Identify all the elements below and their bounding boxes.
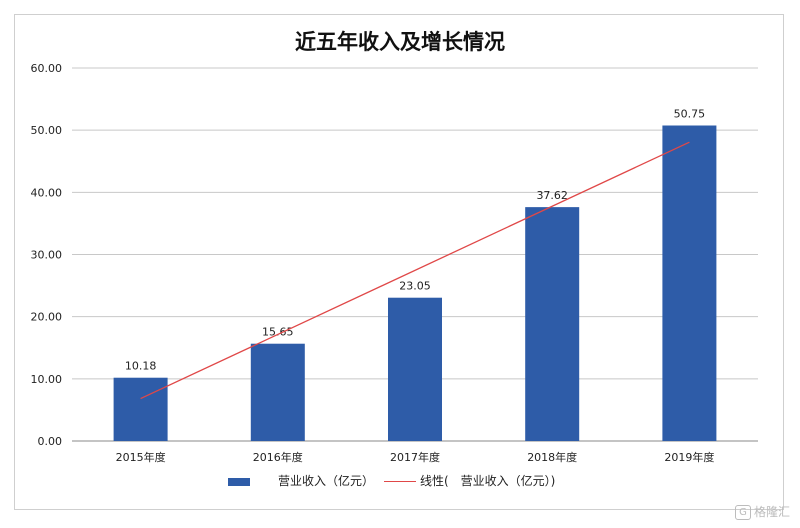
y-tick-label: 50.00 [31, 124, 63, 137]
y-tick-label: 40.00 [31, 186, 63, 199]
trendline [140, 141, 690, 400]
watermark: G 格隆汇 [734, 503, 790, 520]
bar [113, 377, 168, 441]
legend-bar-swatch [228, 478, 250, 486]
legend-bar-label: 营业收入（亿元） [278, 474, 375, 488]
x-tick-label: 2019年度 [664, 450, 714, 464]
data-label: 15.65 [262, 326, 294, 339]
data-label: 23.05 [399, 280, 431, 293]
data-label: 37.62 [536, 189, 568, 202]
bar [525, 207, 580, 441]
watermark-text: 格隆汇 [753, 505, 790, 519]
data-label: 10.18 [125, 360, 157, 373]
watermark-logo-icon: G [734, 505, 751, 520]
x-tick-label: 2017年度 [390, 450, 440, 464]
chart-title: 近五年收入及增长情况 [295, 29, 505, 54]
legend-line-swatch [384, 481, 416, 482]
legend-line-label: 线性( 营业收入（亿元）) [420, 474, 556, 488]
x-tick-label: 2018年度 [527, 450, 577, 464]
bar [388, 297, 442, 441]
bar [662, 125, 717, 442]
y-tick-label: 10.00 [31, 373, 63, 386]
y-tick-label: 30.00 [31, 249, 63, 262]
y-tick-label: 20.00 [31, 311, 63, 324]
data-label: 50.75 [674, 108, 706, 121]
y-tick-label: 0.00 [38, 435, 63, 448]
x-tick-label: 2015年度 [116, 450, 166, 464]
x-tick-label: 2016年度 [253, 450, 303, 464]
bar [250, 343, 305, 441]
y-tick-label: 60.00 [31, 62, 63, 75]
